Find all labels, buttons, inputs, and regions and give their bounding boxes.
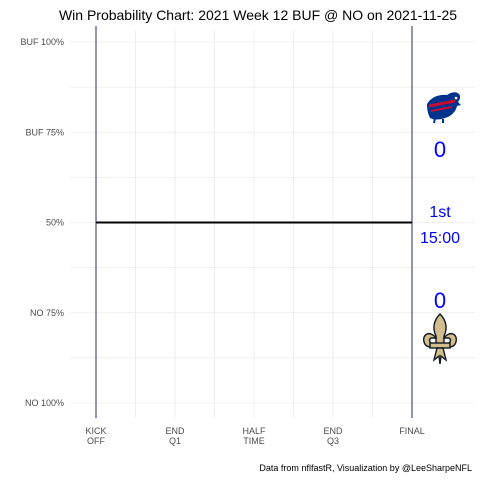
x-tick-label-line2: TIME [243, 436, 265, 446]
x-tick-label-line2: Q1 [169, 436, 181, 446]
y-tick-label: BUF 100% [20, 37, 64, 47]
x-tick-label: FINAL [399, 426, 425, 436]
x-tick-label: END [323, 426, 343, 436]
home-score: 0 [434, 288, 446, 313]
y-tick-label: 50% [46, 218, 64, 228]
away-score: 0 [434, 137, 446, 162]
y-tick-label: NO 100% [25, 398, 64, 408]
game-quarter: 1st [429, 204, 451, 221]
chart-caption: Data from nflfastR, Visualization by @Le… [259, 463, 472, 473]
x-tick-label: HALF [242, 426, 266, 436]
x-tick-label-line2: OFF [87, 436, 105, 446]
x-tick-label: KICK [85, 426, 106, 436]
y-axis: BUF 100% BUF 75% 50% NO 75% NO 100% [20, 37, 64, 408]
x-tick-label: END [165, 426, 185, 436]
grid-layer [70, 30, 475, 418]
chart-title: Win Probability Chart: 2021 Week 12 BUF … [59, 7, 457, 23]
game-clock: 15:00 [420, 230, 460, 247]
y-tick-label: NO 75% [30, 308, 64, 318]
buffalo-logo-icon [427, 92, 461, 124]
x-tick-label-line2: Q3 [327, 436, 339, 446]
fleur-de-lis-logo-icon [422, 313, 458, 365]
y-tick-label: BUF 75% [25, 127, 64, 137]
